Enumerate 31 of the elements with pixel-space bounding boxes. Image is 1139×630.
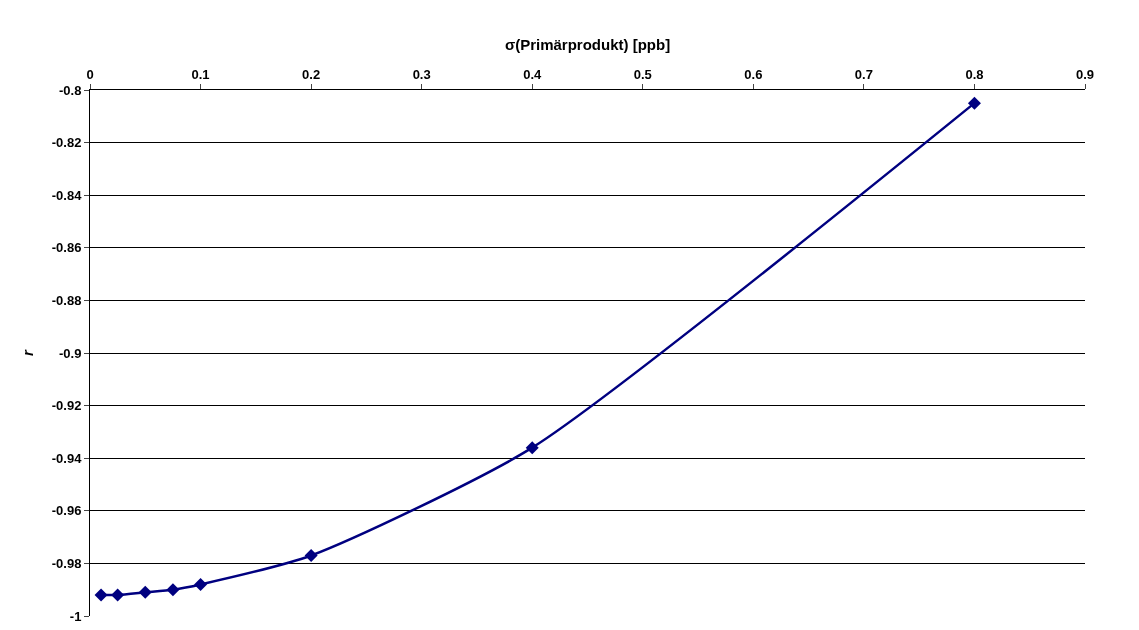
y-tick-label: -0.94: [51, 450, 83, 466]
y-tick-label: -0.98: [51, 555, 82, 571]
x-axis-title: σ(Primärprodukt) [ppb]: [504, 36, 671, 54]
y-tick-label: -0.8: [58, 82, 82, 98]
x-tick-label: 0.3: [412, 66, 431, 82]
x-tick-label: 0.4: [523, 66, 543, 82]
x-tick-label: 0.1: [191, 66, 210, 82]
point: [304, 549, 318, 563]
y-axis-title: r: [19, 348, 37, 356]
x-tick-label: 0.5: [633, 66, 652, 82]
point: [967, 96, 981, 110]
y-tick-label: -0.82: [51, 135, 82, 151]
x-tick-label: 0.2: [302, 66, 321, 82]
point: [525, 441, 539, 455]
point: [166, 583, 180, 597]
point: [138, 585, 152, 599]
y-tick-label: -0.84: [51, 187, 83, 203]
y-tick-label: -1: [69, 608, 82, 624]
y-tick-label: -0.88: [51, 292, 82, 308]
x-tick-label: 0: [86, 66, 94, 82]
x-tick-label: 0.7: [854, 66, 873, 82]
y-tick-label: -0.92: [51, 398, 82, 414]
y-tick-label: -0.96: [51, 503, 82, 519]
x-tick-label: 0.9: [1075, 66, 1095, 82]
x-tick-label: 0.8: [965, 66, 984, 82]
x-tick-label: 0.6: [744, 66, 763, 82]
point: [194, 577, 208, 591]
point: [94, 588, 108, 602]
point: [111, 588, 125, 602]
y-tick-label: -0.9: [58, 345, 82, 361]
y-tick-label: -0.86: [51, 240, 82, 256]
